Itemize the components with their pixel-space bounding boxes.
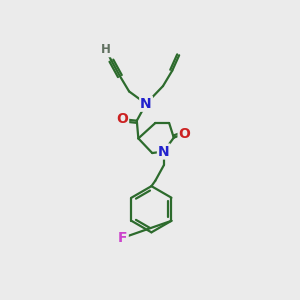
Text: N: N	[140, 97, 152, 111]
Text: H: H	[101, 44, 111, 56]
Text: F: F	[118, 231, 128, 245]
Text: O: O	[178, 127, 190, 141]
Text: N: N	[158, 145, 170, 158]
Text: O: O	[116, 112, 128, 126]
